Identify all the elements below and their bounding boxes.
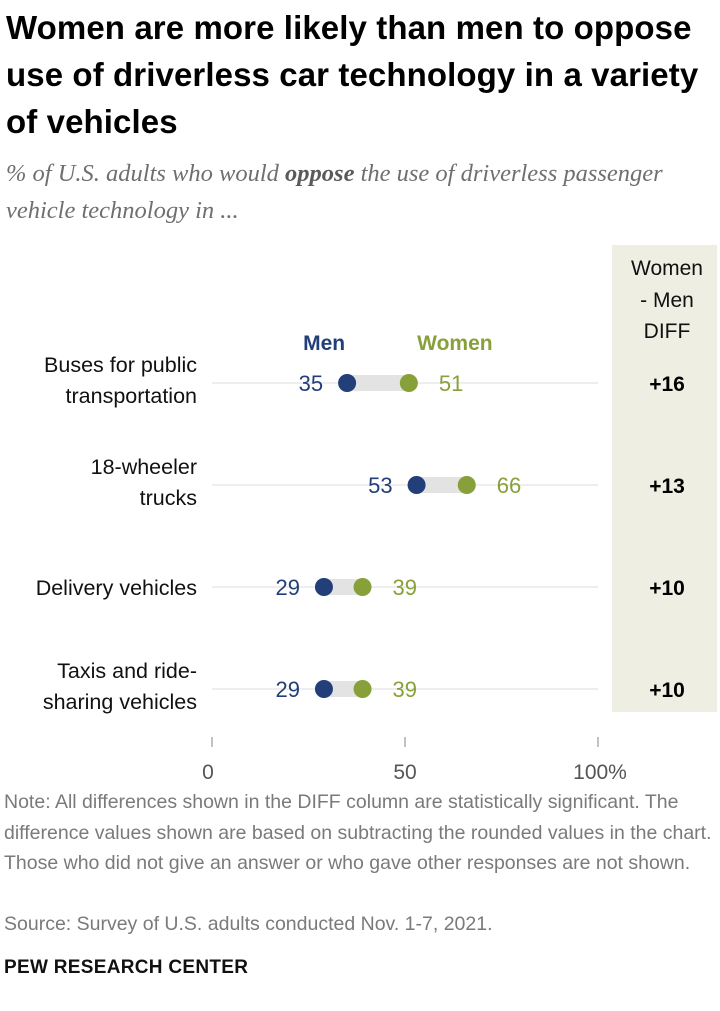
legend-men: Men: [303, 332, 345, 355]
diff-header-line: DIFF: [644, 320, 691, 343]
women-value-label: 66: [497, 473, 521, 498]
x-axis-tick-label: 100%: [573, 761, 627, 784]
brand-logo-text: PEW RESEARCH CENTER: [4, 957, 249, 978]
diff-value: +10: [649, 679, 685, 702]
diff-header-line: Women: [631, 257, 703, 280]
men-dot: [407, 476, 426, 494]
dot-connector: [416, 477, 467, 493]
x-axis-tick-label: 50: [393, 761, 416, 784]
men-value-label: 53: [368, 473, 392, 498]
chart-title: Women are more likely than men to oppose…: [6, 9, 699, 140]
women-dot: [399, 374, 418, 392]
dot-plot-chart: Women - Men DIFF Men Women Buses for public tr…: [36, 245, 717, 784]
subtitle-before: % of U.S. adults who would: [6, 160, 286, 187]
legend-women: Women: [417, 332, 492, 355]
women-value-label: 39: [393, 677, 417, 702]
dot-connector: [347, 375, 409, 391]
women-value-label: 39: [393, 575, 417, 600]
subtitle-after: the use of driverless passenger vehicle …: [6, 160, 663, 224]
category-label: Buses for public: [44, 353, 197, 377]
x-axis-tick-label: 0: [202, 761, 214, 784]
category-label: Delivery vehicles: [36, 576, 197, 600]
women-dot: [353, 680, 372, 698]
category-label: sharing vehicles: [43, 690, 197, 714]
chart-source: Source: Survey of U.S. adults conducted …: [4, 913, 493, 935]
diff-header-line: - Men: [640, 289, 694, 312]
men-dot: [338, 374, 357, 392]
category-label: Taxis and ride-: [57, 659, 197, 683]
women-value-label: 51: [439, 371, 463, 396]
men-value-label: 35: [299, 371, 323, 396]
dot-connector: [323, 579, 363, 595]
diff-value: +13: [649, 475, 685, 498]
dot-connector: [323, 681, 363, 697]
diff-value: +10: [649, 577, 685, 600]
diff-column-background: [612, 245, 717, 712]
chart-note: Note: All differences shown in the DIFF …: [4, 791, 712, 874]
men-dot: [314, 680, 333, 698]
men-value-label: 29: [275, 575, 299, 600]
category-label: trucks: [140, 486, 197, 510]
women-dot: [457, 476, 476, 494]
men-dot: [314, 578, 333, 596]
men-value-label: 29: [275, 677, 299, 702]
category-label: transportation: [66, 384, 197, 408]
chart-subtitle: % of U.S. adults who would oppose the us…: [6, 155, 716, 229]
women-dot: [353, 578, 372, 596]
diff-value: +16: [649, 373, 685, 396]
subtitle-emphasis: oppose: [285, 160, 355, 187]
category-label: 18-wheeler: [91, 455, 197, 479]
